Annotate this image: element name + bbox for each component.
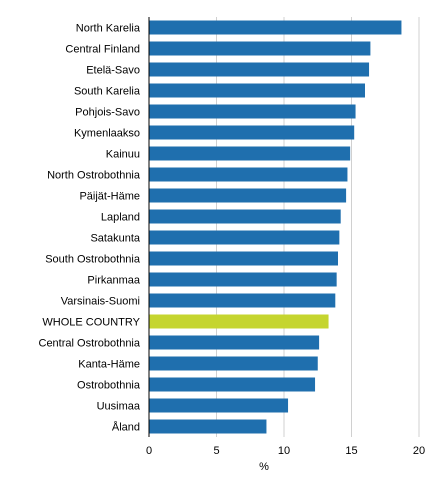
bar-whole-country	[149, 314, 329, 329]
bar-pirkanmaa	[149, 272, 337, 287]
x-tick-label: 20	[413, 445, 425, 457]
category-label: Ostrobothnia	[77, 380, 141, 392]
category-label: South Karelia	[74, 86, 141, 98]
bar-satakunta	[149, 230, 340, 245]
category-label: Central Ostrobothnia	[39, 338, 141, 350]
bar-north-karelia	[149, 20, 402, 35]
bar-kanta-h-me	[149, 356, 318, 371]
category-label: Pirkanmaa	[87, 275, 140, 287]
x-tick-labels: 0 5 10 15 20	[146, 445, 425, 457]
bar-etel-savo	[149, 62, 370, 77]
x-tick-label: 15	[345, 445, 357, 457]
bar-lapland	[149, 209, 341, 224]
bars	[149, 20, 402, 434]
bar-pohjois-savo	[149, 104, 356, 119]
x-tick-label: 0	[146, 445, 152, 457]
category-label: Central Finland	[65, 44, 140, 56]
category-label: Varsinais-Suomi	[61, 296, 140, 308]
bar-south-ostrobothnia	[149, 251, 338, 266]
bar-north-ostrobothnia	[149, 167, 348, 182]
category-label: Kymenlaakso	[74, 128, 140, 140]
bar-ostrobothnia	[149, 377, 316, 392]
category-label: Etelä-Savo	[86, 65, 140, 77]
category-label: Kanta-Häme	[78, 359, 140, 371]
category-label: Päijät-Häme	[79, 191, 140, 203]
category-label: North Karelia	[76, 23, 141, 35]
category-label: North Ostrobothnia	[47, 170, 141, 182]
x-tick-label: 5	[213, 445, 219, 457]
category-label: South Ostrobothnia	[45, 254, 141, 266]
bar-kymenlaakso	[149, 125, 355, 140]
bar-varsinais-suomi	[149, 293, 336, 308]
category-labels: North Karelia Central Finland Etelä-Savo So…	[39, 23, 141, 434]
bar--land	[149, 419, 267, 434]
bar-p-ij-t-h-me	[149, 188, 347, 203]
bar-uusimaa	[149, 398, 289, 413]
category-label: Åland	[112, 421, 140, 434]
category-label: Lapland	[101, 212, 140, 224]
bar-south-karelia	[149, 83, 365, 98]
category-label: Uusimaa	[97, 401, 141, 413]
category-label: Satakunta	[90, 233, 140, 245]
bar-central-ostrobothnia	[149, 335, 320, 350]
category-label: WHOLE COUNTRY	[42, 317, 140, 329]
gridlines	[216, 17, 420, 437]
x-axis-title: %	[259, 461, 269, 473]
category-label: Pohjois-Savo	[75, 107, 140, 119]
bar-central-finland	[149, 41, 371, 56]
category-label: Kainuu	[106, 149, 140, 161]
bar-kainuu	[149, 146, 351, 161]
x-tick-label: 10	[278, 445, 290, 457]
